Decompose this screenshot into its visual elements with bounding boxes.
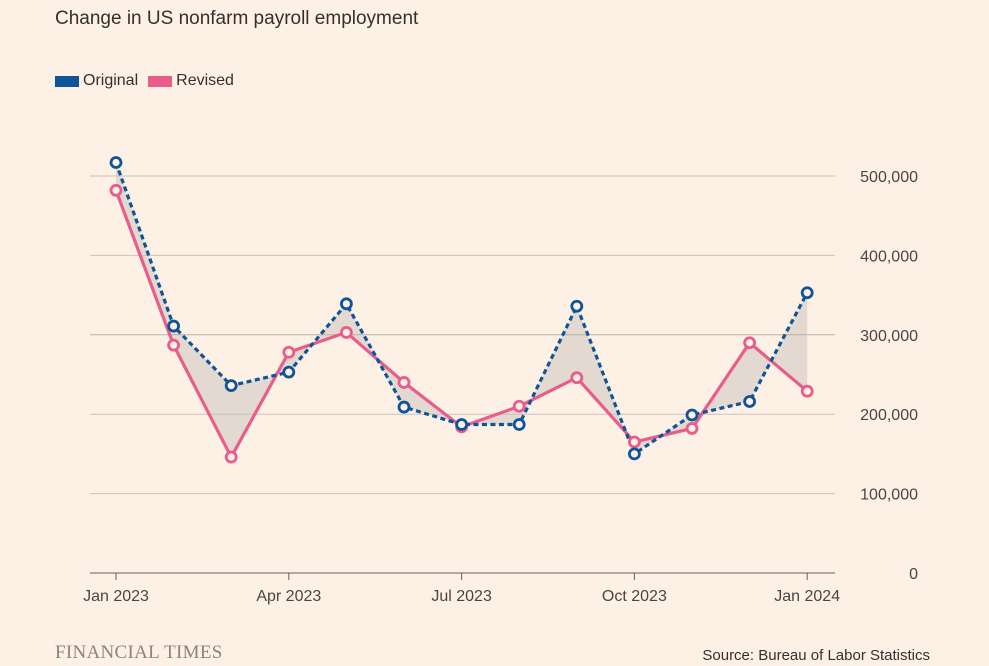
brand-logo: FINANCIAL TIMES [55, 642, 223, 663]
data-point-original [282, 365, 296, 379]
data-point-revised [512, 399, 526, 413]
x-axis: Jan 2023 Apr 2023 Jul 2023 Oct 2023 Jan 2024 [83, 572, 840, 605]
x-tick-label: Jan 2024 [774, 588, 840, 605]
x-tick-label: Apr 2023 [256, 588, 321, 605]
data-point-revised [628, 435, 641, 449]
data-point-revised [800, 384, 814, 398]
data-point-original [109, 156, 123, 169]
data-point-original [455, 418, 469, 431]
gridlines [90, 175, 835, 495]
data-point-original [224, 379, 238, 393]
data-point-original [167, 319, 181, 333]
data-point-original [339, 297, 353, 311]
x-tick-label: Jul 2023 [431, 588, 492, 605]
y-tick-label: 0 [909, 566, 918, 583]
data-point-original [570, 299, 584, 313]
series-points [109, 156, 814, 464]
y-axis-labels: 0 100,000 200,000 300,000 400,000 500,000 [860, 169, 918, 583]
y-tick-label: 300,000 [860, 328, 918, 345]
source-note: Source: Bureau of Labor Statistics [702, 647, 930, 664]
legend-label-original: Original [83, 72, 139, 89]
legend: Original Revised [55, 72, 244, 90]
data-point-original [397, 400, 411, 414]
legend-swatch-original [55, 75, 79, 87]
legend-swatch-revised [148, 75, 173, 87]
data-point-revised [167, 338, 181, 352]
data-point-original [628, 447, 641, 461]
data-point-original [512, 418, 526, 431]
y-tick-label: 500,000 [860, 169, 918, 186]
data-point-revised [339, 326, 353, 339]
data-point-revised [743, 336, 756, 350]
data-point-original [743, 395, 756, 408]
y-tick-label: 200,000 [860, 407, 918, 424]
data-point-revised [224, 450, 238, 464]
data-point-revised [685, 422, 699, 435]
data-point-revised [570, 371, 584, 385]
data-point-revised [397, 376, 411, 389]
legend-item-revised: Revised [148, 72, 234, 90]
legend-label-revised: Revised [176, 72, 234, 89]
data-point-original [685, 408, 699, 422]
y-tick-label: 100,000 [860, 487, 918, 504]
x-tick-label: Oct 2023 [602, 588, 667, 605]
x-tick-label: Jan 2023 [83, 588, 149, 605]
data-point-original [800, 286, 814, 300]
y-tick-label: 400,000 [860, 248, 918, 265]
data-point-revised [282, 345, 296, 359]
chart-title: Change in US nonfarm payroll employment [55, 8, 419, 29]
data-point-revised [109, 183, 123, 197]
legend-item-original: Original [55, 72, 138, 90]
